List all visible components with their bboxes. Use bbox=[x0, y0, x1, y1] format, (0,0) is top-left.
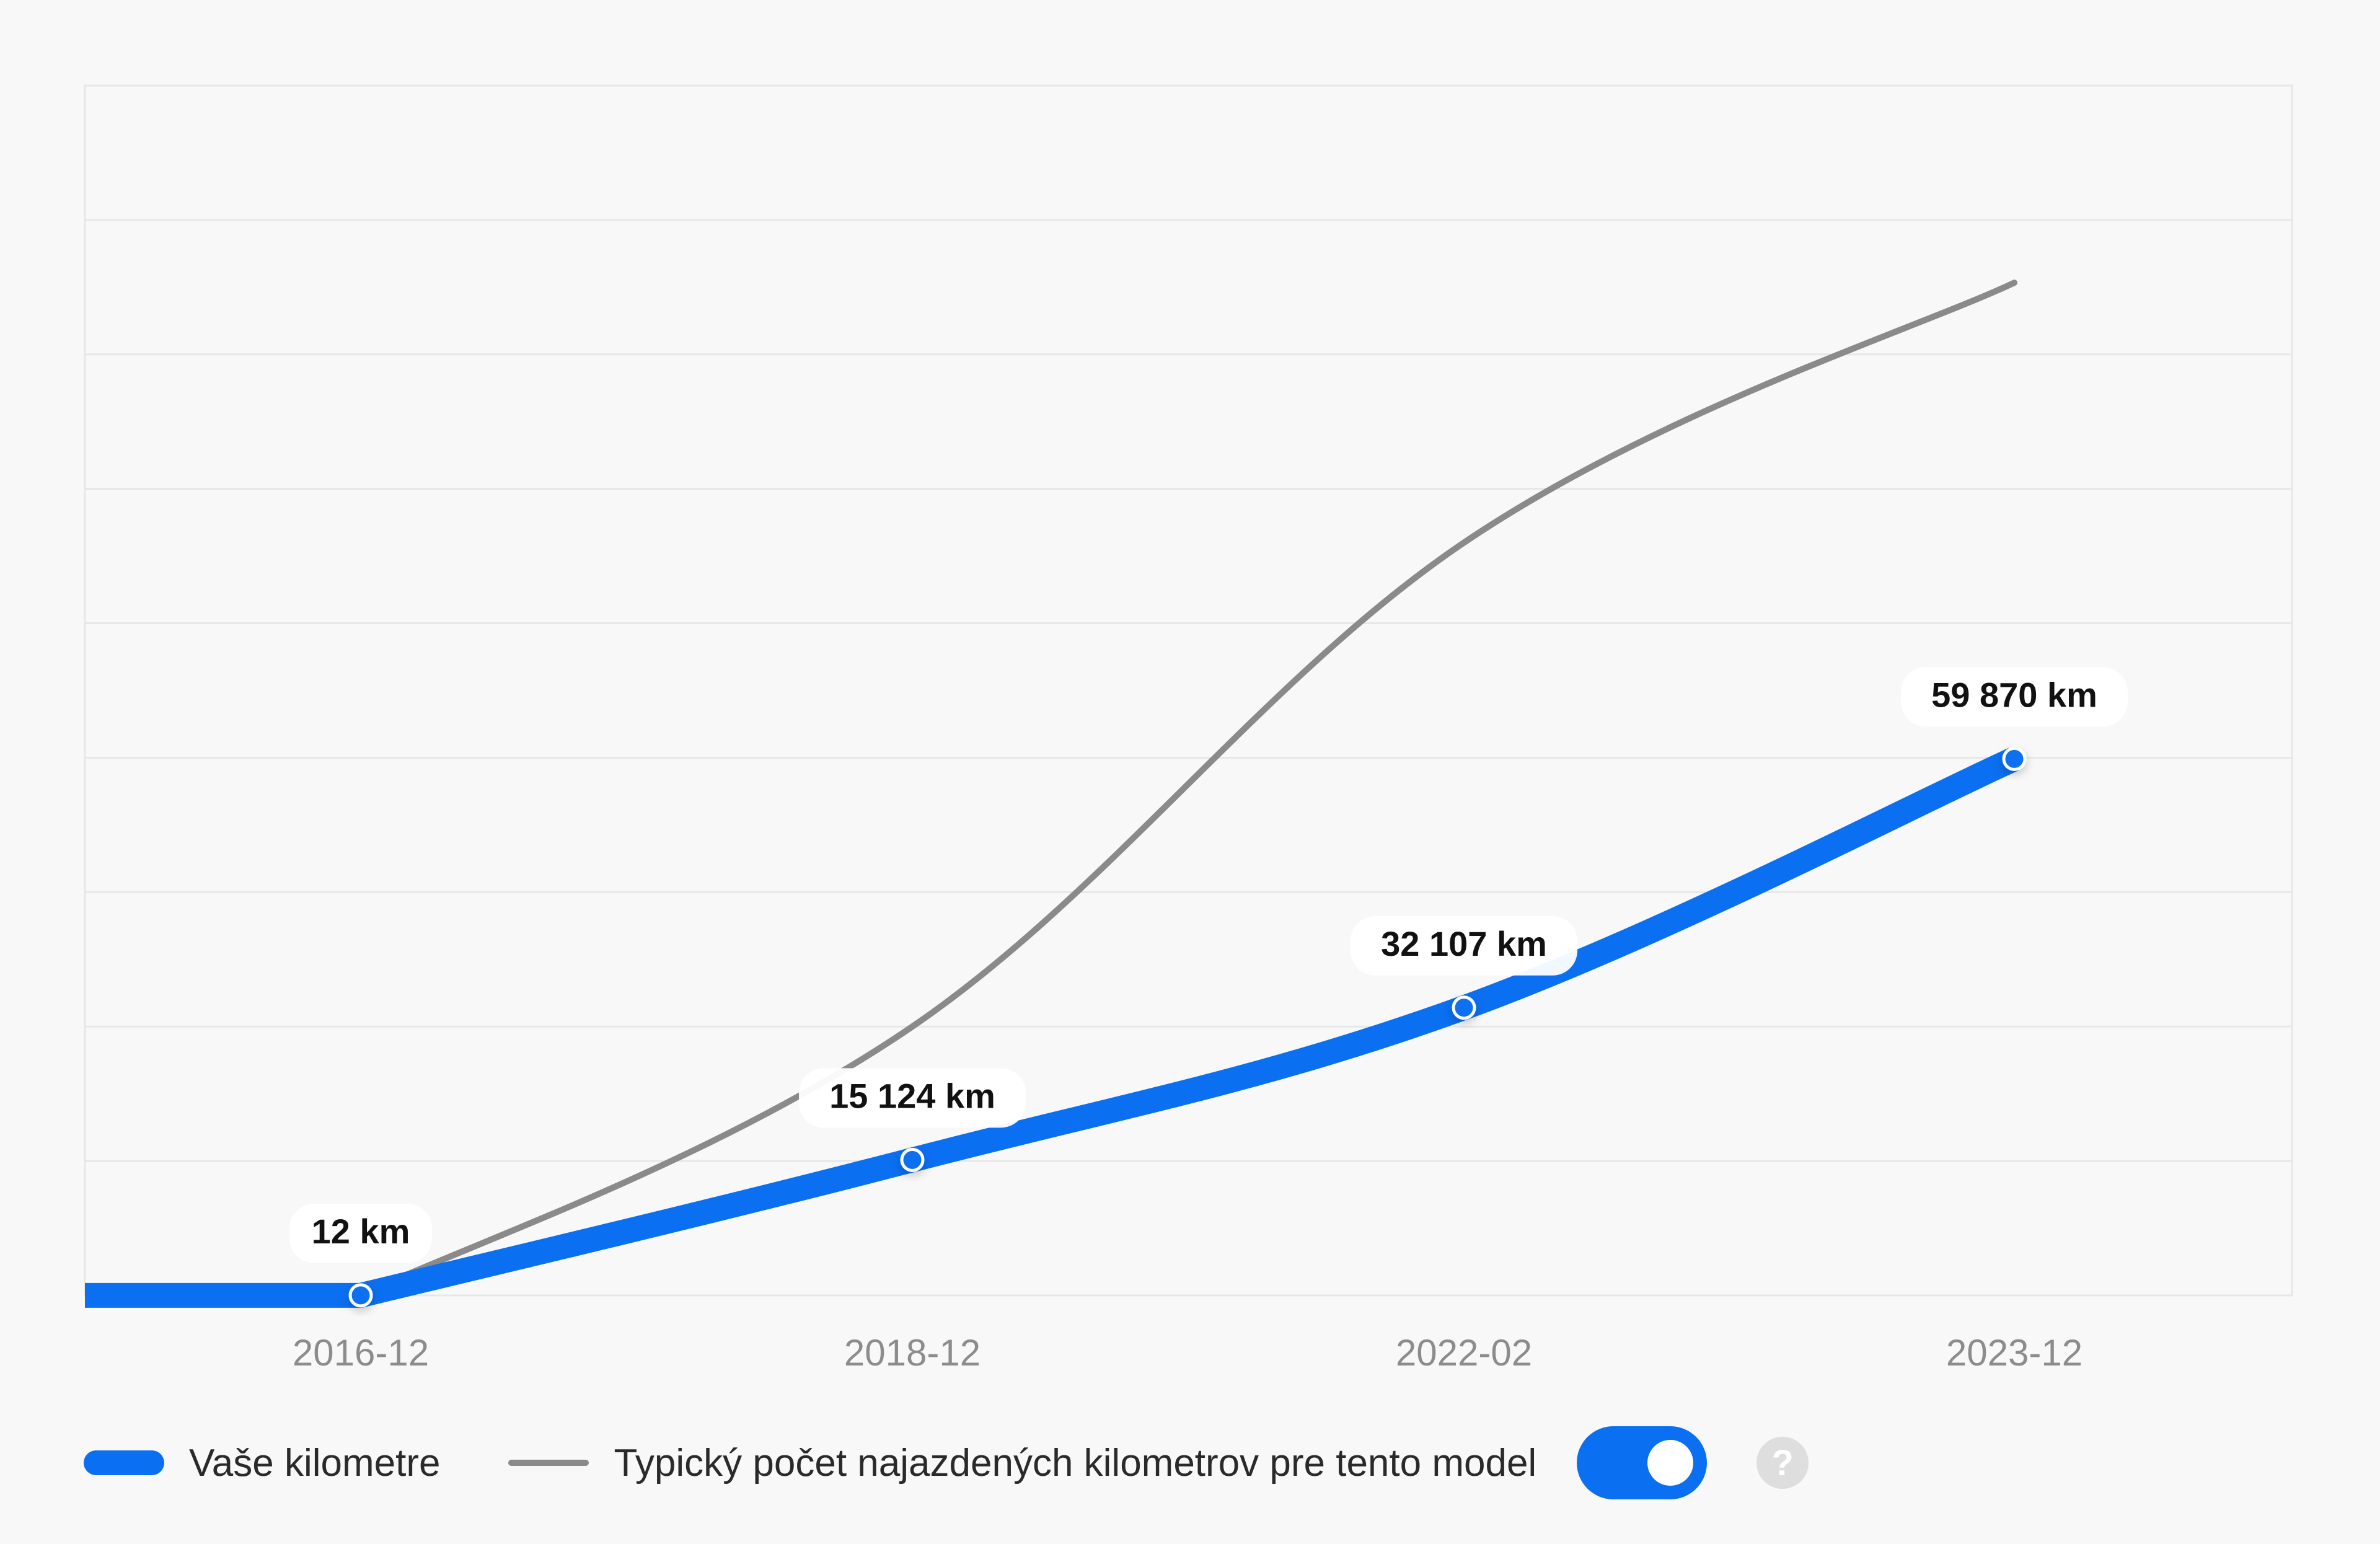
x-tick-label: 2023-12 bbox=[1946, 1332, 2082, 1374]
data-point bbox=[2002, 746, 2027, 771]
legend-swatch-typical bbox=[508, 1460, 589, 1466]
data-point bbox=[348, 1283, 373, 1308]
data-label-bg bbox=[1351, 915, 1577, 976]
question-mark-glyph: ? bbox=[1771, 1442, 1794, 1483]
help-icon[interactable]: ? bbox=[1756, 1437, 1809, 1489]
x-tick-label: 2016-12 bbox=[293, 1332, 429, 1374]
legend-item-own: Vaše kilometre bbox=[84, 1441, 440, 1485]
data-label: 59 870 km bbox=[1931, 675, 2097, 714]
x-tick-label: 2022-02 bbox=[1396, 1332, 1532, 1374]
toggle-knob bbox=[1647, 1440, 1694, 1486]
typical-mileage-toggle[interactable] bbox=[1577, 1426, 1708, 1499]
data-label-bg bbox=[289, 1203, 432, 1263]
legend-label-own: Vaše kilometre bbox=[189, 1441, 441, 1484]
data-label-bg bbox=[1901, 667, 2128, 727]
data-point bbox=[1452, 995, 1476, 1020]
legend-swatch-own bbox=[84, 1450, 164, 1475]
series-line-own bbox=[85, 748, 2020, 1308]
legend: Vaše kilometre Typický počet najazdených… bbox=[84, 1426, 1809, 1500]
plot-frame bbox=[84, 84, 2293, 1297]
data-label: 32 107 km bbox=[1381, 924, 1547, 963]
legend-label-typical: Typický počet najazdených kilometrov pre… bbox=[614, 1441, 1537, 1484]
legend-item-typical: Typický počet najazdených kilometrov pre… bbox=[508, 1441, 1536, 1485]
data-label: 15 124 km bbox=[829, 1076, 995, 1115]
series-line-typical bbox=[358, 280, 2017, 1299]
data-label-bg bbox=[799, 1068, 1026, 1128]
x-tick-label: 2018-12 bbox=[844, 1332, 981, 1374]
data-point bbox=[900, 1147, 925, 1172]
data-label: 12 km bbox=[312, 1212, 410, 1251]
